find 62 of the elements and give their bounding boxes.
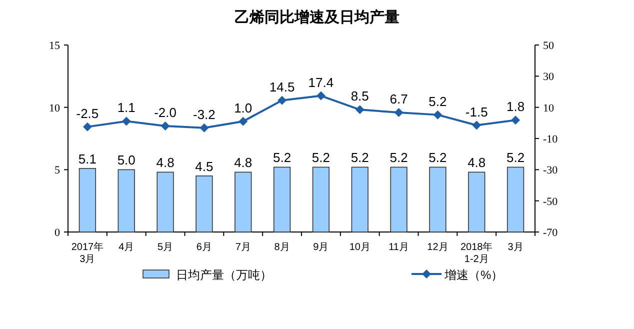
y-tick-label: 5 xyxy=(54,164,60,177)
y-tick-label: 0 xyxy=(54,227,60,239)
point xyxy=(394,108,404,117)
data-label: 5.2 xyxy=(428,94,447,109)
legend-label: 增速（%） xyxy=(444,268,504,282)
y2-tick-label: 10 xyxy=(543,102,554,114)
x-tick-label: 6月 xyxy=(196,242,212,253)
data-label: 5.2 xyxy=(350,150,369,166)
data-label: 5.2 xyxy=(506,150,525,166)
data-label: 5.2 xyxy=(390,150,408,166)
data-label: 1.8 xyxy=(506,99,525,114)
x-tick-label: 12月 xyxy=(427,242,448,253)
point xyxy=(472,120,482,130)
y2-tick-label: -10 xyxy=(543,134,558,146)
data-label: 4.8 xyxy=(156,155,174,170)
data-label: 1.0 xyxy=(234,100,252,116)
y-tick-label: 10 xyxy=(49,102,60,114)
x-tick-label: 4月 xyxy=(118,242,134,253)
y2-tick-label: 50 xyxy=(543,40,554,52)
data-label: 4.8 xyxy=(468,155,486,170)
data-label: 1.1 xyxy=(117,100,136,116)
data-label: 14.5 xyxy=(269,79,295,94)
x-tick-label: 9月 xyxy=(313,242,329,253)
data-label: 4.8 xyxy=(234,155,252,170)
y2-tick-label: -50 xyxy=(543,196,558,208)
point xyxy=(122,116,131,126)
data-label: 8.5 xyxy=(350,88,369,104)
point xyxy=(316,91,326,100)
data-label: 5.0 xyxy=(117,152,136,168)
point xyxy=(511,116,520,125)
x-tick-label: 11月 xyxy=(388,242,409,253)
y2-tick-label: 30 xyxy=(543,71,554,84)
x-tick-label: 2018年 1-2月 xyxy=(460,241,493,265)
data-label: 4.5 xyxy=(195,158,214,174)
y-tick-label: 15 xyxy=(49,40,60,52)
data-label: 5.2 xyxy=(312,150,330,166)
x-tick-label: 3月 xyxy=(508,242,524,253)
y2-tick-label: -70 xyxy=(543,227,558,239)
point xyxy=(433,110,442,120)
y2-tick-label: -30 xyxy=(543,164,558,177)
data-label: -3.2 xyxy=(193,106,216,122)
data-label: -1.5 xyxy=(465,104,488,120)
data-label: 5.1 xyxy=(78,151,96,166)
chart-title: 乙烯同比增速及日均产量 xyxy=(234,9,400,26)
data-label: -2.0 xyxy=(154,105,176,120)
point xyxy=(82,122,92,132)
x-tick-label: 2017年 3月 xyxy=(71,241,104,265)
x-tick-label: 10月 xyxy=(349,242,370,253)
data-label: -2.5 xyxy=(76,106,99,121)
x-tick-label: 8月 xyxy=(274,242,290,253)
data-label: 5.2 xyxy=(273,150,292,166)
data-label: 5.2 xyxy=(428,150,447,166)
legend-label: 日均产量（万吨） xyxy=(176,268,272,282)
data-label: 6.7 xyxy=(390,91,408,106)
x-tick-label: 7月 xyxy=(235,242,251,253)
data-label: 17.4 xyxy=(308,74,334,90)
point xyxy=(278,96,287,105)
point xyxy=(160,122,170,131)
point xyxy=(355,105,364,114)
x-tick-label: 5月 xyxy=(158,242,174,253)
point xyxy=(200,123,209,132)
point xyxy=(238,116,248,126)
